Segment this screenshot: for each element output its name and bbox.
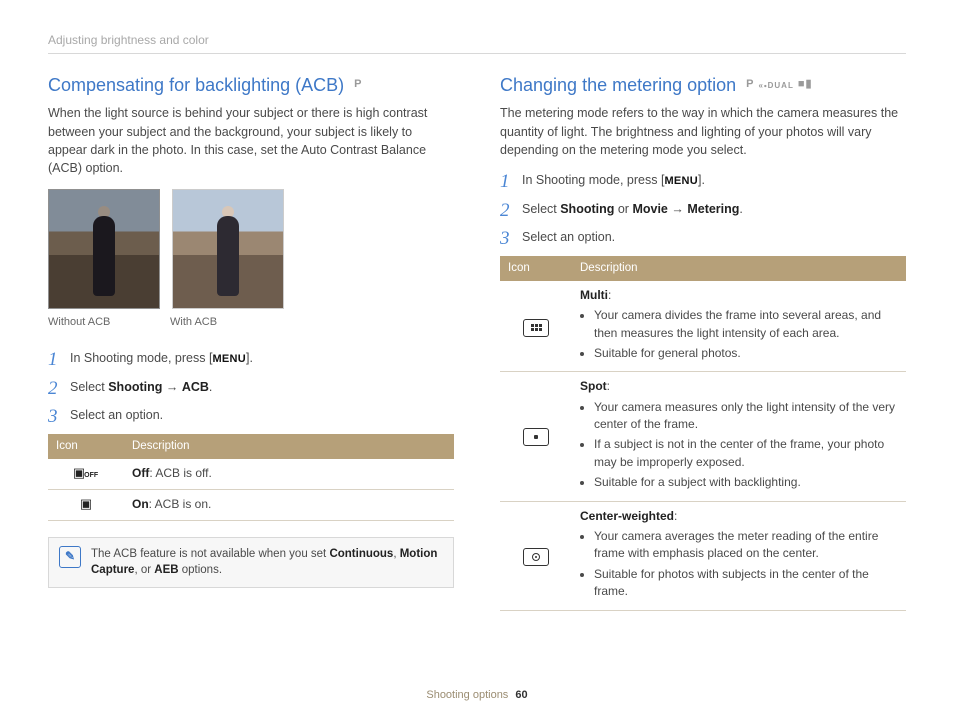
menu-button-label: MENU — [212, 352, 246, 368]
col-description: Description — [124, 434, 454, 459]
note-pre: The ACB feature is not available when yo… — [91, 548, 329, 560]
col-icon: Icon — [48, 434, 124, 459]
table-row: ▣OFF Off: ACB is off. — [48, 459, 454, 489]
rstep1-pre: In Shooting mode, press [ — [522, 173, 664, 187]
rstep2-movie: Movie — [632, 202, 667, 216]
table-header-row: Icon Description — [500, 256, 906, 281]
note-post: options. — [179, 564, 222, 576]
on-label: On — [132, 497, 149, 511]
mode-movie-icon: ■▮ — [798, 77, 813, 93]
metering-step-1: In Shooting mode, press [MENU]. — [500, 171, 906, 190]
col-icon: Icon — [500, 256, 572, 281]
acb-note: ✎ The ACB feature is not available when … — [48, 537, 454, 588]
table-row: ▣ On: ACB is on. — [48, 489, 454, 520]
menu-button-label: MENU — [664, 174, 698, 190]
list-item: Your camera divides the frame into sever… — [594, 307, 898, 342]
off-text: : ACB is off. — [149, 466, 211, 480]
list-item: Suitable for general photos. — [594, 345, 898, 362]
mode-p-icon: P — [746, 77, 754, 93]
metering-step-2: Select Shooting or Movie → Metering. — [500, 200, 906, 218]
step2-shooting: Shooting — [108, 380, 162, 394]
acb-sample-captions: Without ACB With ACB — [48, 315, 454, 331]
multi-metering-icon — [500, 281, 572, 372]
center-bullets: Your camera averages the meter reading o… — [580, 528, 898, 601]
table-row: Multi: Your camera divides the frame int… — [500, 281, 906, 372]
metering-step-3: Select an option. — [500, 228, 906, 246]
acb-step-2: Select Shooting → ACB. — [48, 378, 454, 396]
step2-arrow: → — [162, 380, 181, 394]
metering-options-table: Icon Description Multi: Your camera divi… — [500, 256, 906, 611]
note-text: The ACB feature is not available when yo… — [91, 546, 443, 579]
left-column: Compensating for backlighting (ACB) P Wh… — [48, 72, 454, 610]
acb-mode-badge: P — [354, 77, 362, 93]
spot-title: Spot — [580, 379, 607, 393]
table-header-row: Icon Description — [48, 434, 454, 459]
rstep2-arrow: → — [668, 202, 687, 216]
list-item: If a subject is not in the center of the… — [594, 436, 898, 471]
sample-with-acb — [172, 189, 284, 309]
acb-on-icon: ▣ — [48, 489, 124, 520]
breadcrumb: Adjusting brightness and color — [48, 32, 906, 54]
rstep2-metering: Metering — [687, 202, 739, 216]
list-item: Your camera measures only the light inte… — [594, 399, 898, 434]
step2-acb: ACB — [182, 380, 209, 394]
center-title: Center-weighted — [580, 509, 674, 523]
list-item: Suitable for a subject with backlighting… — [594, 474, 898, 491]
two-column-layout: Compensating for backlighting (ACB) P Wh… — [48, 72, 906, 610]
on-text: : ACB is on. — [149, 497, 212, 511]
acb-off-desc: Off: ACB is off. — [124, 459, 454, 489]
caption-without-acb: Without ACB — [48, 315, 158, 331]
caption-with-acb: With ACB — [170, 315, 217, 331]
page-number: 60 — [515, 689, 527, 701]
rstep2-mid: or — [614, 202, 632, 216]
rstep1-post: ]. — [698, 173, 705, 187]
note-aeb: AEB — [154, 564, 178, 576]
acb-heading: Compensating for backlighting (ACB) P — [48, 72, 454, 98]
acb-intro: When the light source is behind your sub… — [48, 104, 454, 177]
rstep2-post: . — [739, 202, 742, 216]
metering-steps: In Shooting mode, press [MENU]. Select S… — [500, 171, 906, 246]
rstep2-shooting: Shooting — [560, 202, 614, 216]
center-desc: Center-weighted: Your camera averages th… — [572, 501, 906, 610]
acb-options-table: Icon Description ▣OFF Off: ACB is off. ▣… — [48, 434, 454, 520]
list-item: Your camera averages the meter reading o… — [594, 528, 898, 563]
acb-on-desc: On: ACB is on. — [124, 489, 454, 520]
center-weighted-icon — [500, 501, 572, 610]
acb-step-1: In Shooting mode, press [MENU]. — [48, 349, 454, 368]
note-m2: , or — [134, 564, 154, 576]
step1-post: ]. — [246, 351, 253, 365]
spot-bullets: Your camera measures only the light inte… — [580, 399, 898, 492]
sample-without-acb — [48, 189, 160, 309]
acb-step-3: Select an option. — [48, 406, 454, 424]
spot-metering-icon — [500, 372, 572, 501]
step1-pre: In Shooting mode, press [ — [70, 351, 212, 365]
list-item: Suitable for photos with subjects in the… — [594, 566, 898, 601]
table-row: Center-weighted: Your camera averages th… — [500, 501, 906, 610]
mode-dual-icon: «🞄DUAL — [759, 80, 794, 92]
rstep2-pre: Select — [522, 202, 560, 216]
right-column: Changing the metering option P «🞄DUAL ■▮… — [500, 72, 906, 610]
acb-off-icon: ▣OFF — [48, 459, 124, 489]
footer-section: Shooting options — [426, 689, 508, 701]
spot-desc: Spot: Your camera measures only the ligh… — [572, 372, 906, 501]
col-description: Description — [572, 256, 906, 281]
step2-pre: Select — [70, 380, 108, 394]
acb-steps: In Shooting mode, press [MENU]. Select S… — [48, 349, 454, 424]
metering-mode-badges: P «🞄DUAL ■▮ — [746, 77, 812, 93]
table-row: Spot: Your camera measures only the ligh… — [500, 372, 906, 501]
multi-desc: Multi: Your camera divides the frame int… — [572, 281, 906, 372]
acb-sample-images — [48, 189, 454, 309]
page-footer: Shooting options 60 — [0, 688, 954, 704]
note-icon: ✎ — [59, 546, 81, 568]
multi-title: Multi — [580, 288, 608, 302]
note-continuous: Continuous — [329, 548, 393, 560]
metering-intro: The metering mode refers to the way in w… — [500, 104, 906, 158]
step2-post: . — [209, 380, 212, 394]
metering-heading: Changing the metering option P «🞄DUAL ■▮ — [500, 72, 906, 98]
metering-heading-text: Changing the metering option — [500, 72, 736, 98]
multi-bullets: Your camera divides the frame into sever… — [580, 307, 898, 362]
off-label: Off — [132, 466, 149, 480]
acb-heading-text: Compensating for backlighting (ACB) — [48, 72, 344, 98]
